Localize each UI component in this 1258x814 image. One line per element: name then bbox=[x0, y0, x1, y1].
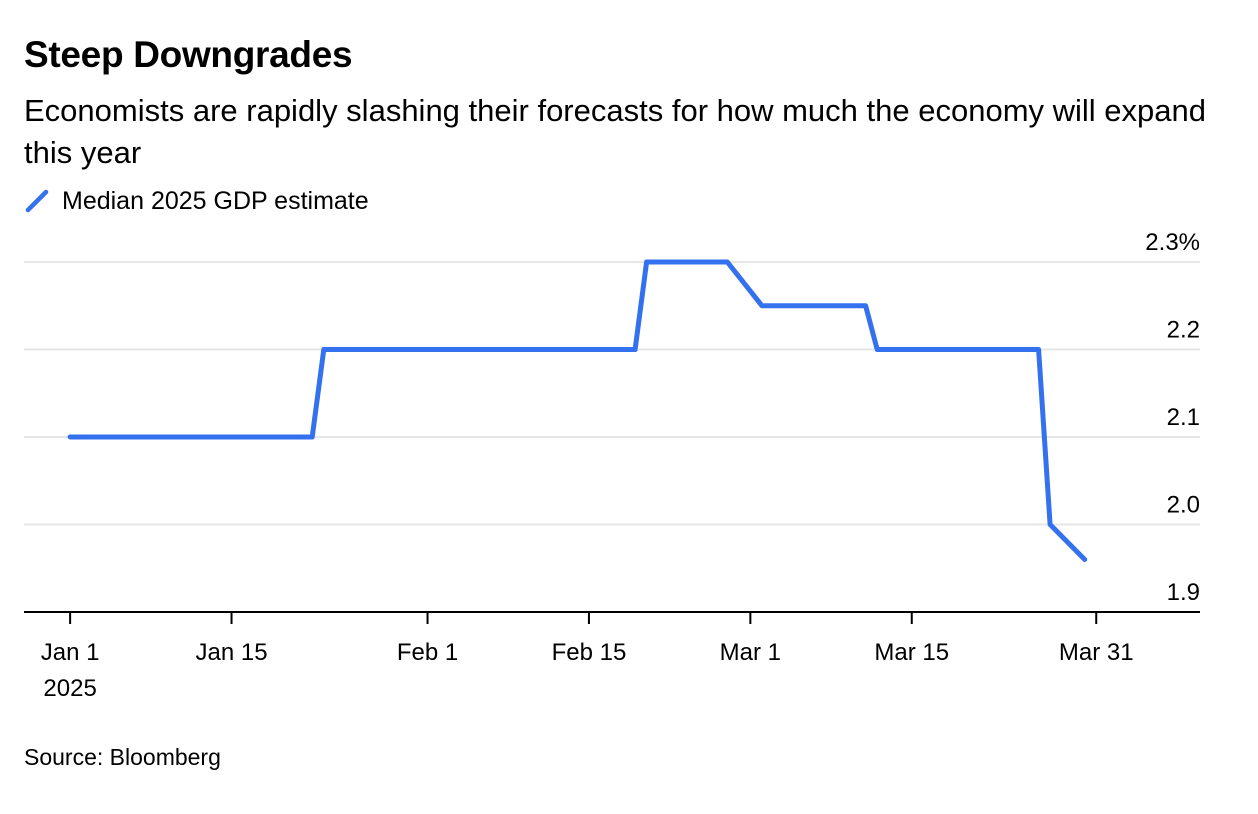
x-tick-label: Jan 15 bbox=[195, 639, 267, 666]
chart-subtitle: Economists are rapidly slashing their fo… bbox=[24, 93, 1206, 170]
legend: Median 2025 GDP estimate bbox=[24, 184, 369, 218]
legend-label: Median 2025 GDP estimate bbox=[62, 186, 369, 215]
series-layer bbox=[67, 259, 1088, 562]
x-tick-sublabel: 2025 bbox=[43, 675, 96, 702]
y-tick-label: 2.1 bbox=[1167, 404, 1200, 431]
grid-lines bbox=[24, 261, 1200, 526]
source-note: Source: Bloomberg bbox=[24, 744, 221, 770]
legend-line-icon bbox=[25, 189, 49, 213]
x-tick-label: Mar 1 bbox=[720, 639, 781, 666]
x-axis-labels: Jan 1 2025 Jan 15 Feb 1 Feb 15 Mar 1 Mar 15 Mar… bbox=[41, 639, 1134, 702]
x-tick-label: Feb 15 bbox=[552, 639, 627, 666]
x-axis bbox=[24, 611, 1200, 624]
legend-swatch-line bbox=[25, 189, 49, 213]
y-tick-label: 2.0 bbox=[1167, 492, 1200, 519]
series-line-median-gdp bbox=[67, 259, 1088, 562]
x-tick-label: Mar 31 bbox=[1059, 639, 1134, 666]
y-tick-label: 2.3% bbox=[1145, 229, 1200, 256]
x-tick-label: Feb 1 bbox=[397, 639, 458, 666]
x-tick-label: Jan 1 bbox=[41, 639, 100, 666]
x-tick-label: Mar 15 bbox=[874, 639, 949, 666]
chart-title: Steep Downgrades bbox=[24, 34, 353, 75]
y-axis-labels: 2.3% 2.2 2.1 2.0 1.9 bbox=[1145, 229, 1200, 606]
y-tick-label: 2.2 bbox=[1167, 317, 1200, 344]
y-tick-label: 1.9 bbox=[1167, 579, 1200, 606]
